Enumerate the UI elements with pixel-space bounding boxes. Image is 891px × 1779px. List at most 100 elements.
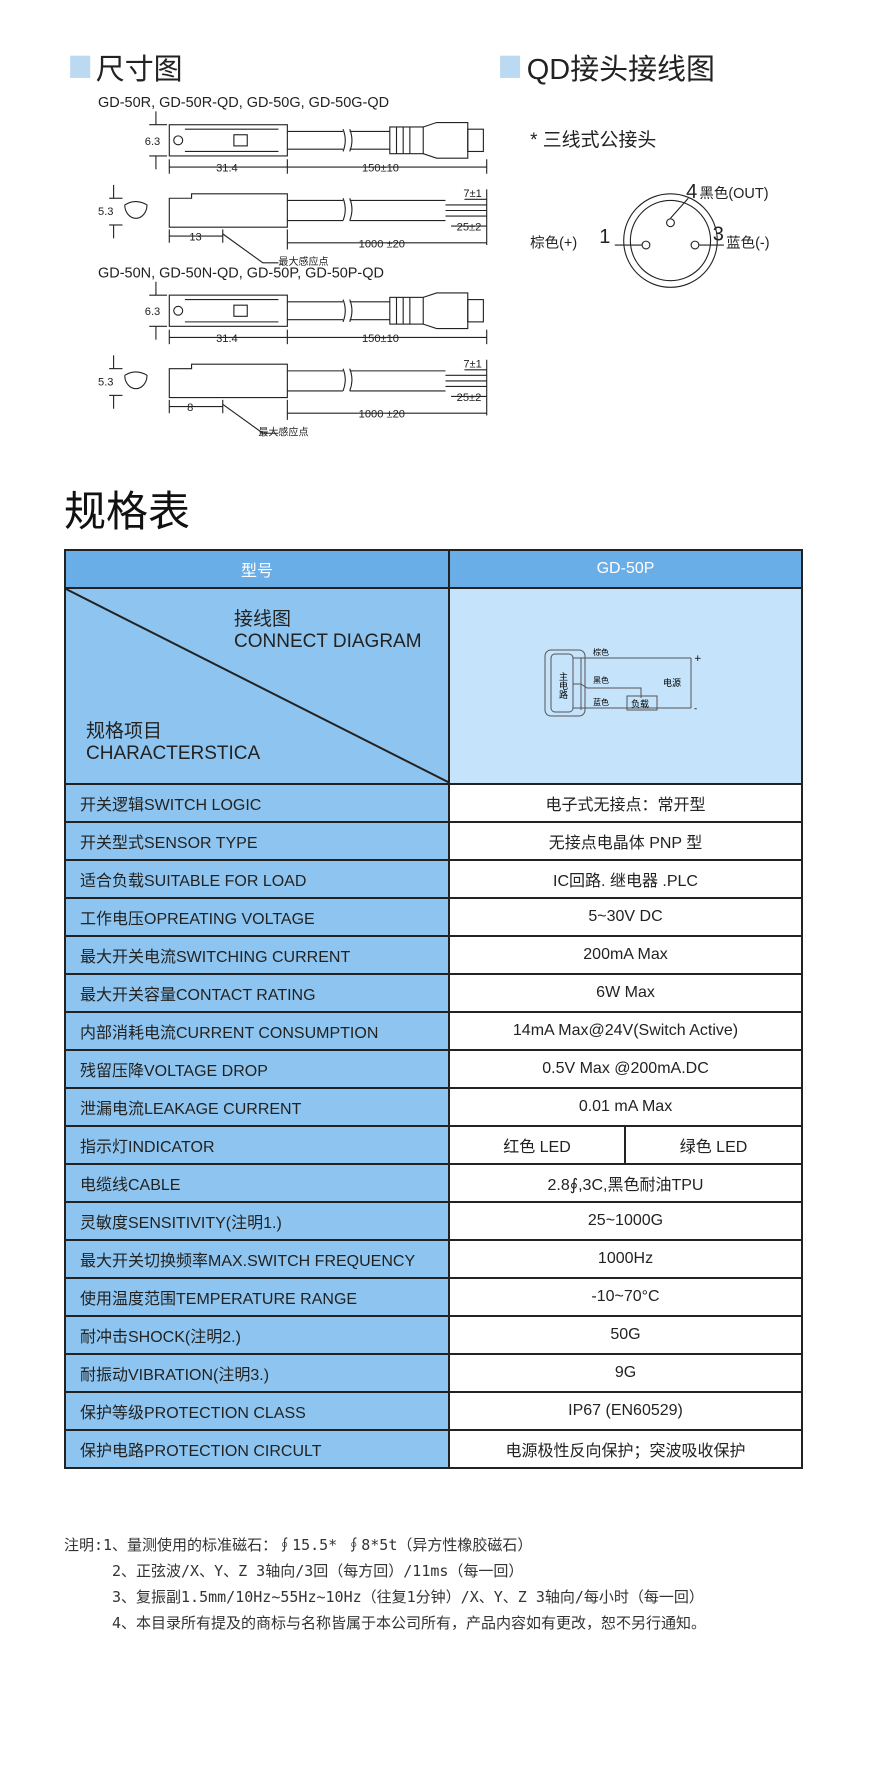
spec-label: 保护电路PROTECTION CIRCULT xyxy=(64,1429,450,1469)
diagram-label-cn: 接线图 xyxy=(234,609,292,630)
pin4-number: 4 xyxy=(686,181,697,203)
spec-value: 9G xyxy=(447,1353,804,1393)
spec-label: 使用温度范围TEMPERATURE RANGE xyxy=(64,1277,450,1317)
spec-value: 无接点电晶体 PNP 型 xyxy=(447,821,804,861)
spec-row: 保护等级PROTECTION CLASS IP67 (EN60529) xyxy=(64,1391,804,1431)
dim-wire: 25±2 xyxy=(457,222,482,234)
spec-value: IC回路. 继电器 .PLC xyxy=(447,859,804,899)
spec-row: 内部消耗电流CURRENT CONSUMPTION 14mA Max@24V(Sw… xyxy=(64,1011,804,1051)
pin3-number: 3 xyxy=(713,224,724,246)
spec-value: 5~30V DC xyxy=(447,897,804,937)
spec-row: 最大开关电流SWITCHING CURRENT 200mA Max xyxy=(64,935,804,975)
spec-row: 适合负载SUITABLE FOR LOAD IC回路. 继电器 .PLC xyxy=(64,859,804,899)
spec-value: 6W Max xyxy=(447,973,804,1013)
spec-row: 泄漏电流LEAKAGE CURRENT 0.01 mA Max xyxy=(64,1087,804,1127)
note-1: 注明:1、量测使用的标准磁石：∮15.5* ∮8*5t（异方性橡胶磁石） xyxy=(64,1536,533,1554)
spec-value: 绿色 LED xyxy=(623,1125,804,1165)
dim-cable: 1000 ±20 xyxy=(359,238,405,250)
spec-value: 14mA Max@24V(Switch Active) xyxy=(447,1011,804,1051)
note-4: 4、本目录所有提及的商标与名称皆属于本公司所有，产品内容如有更改，恕不另行通知。 xyxy=(112,1614,707,1632)
spec-label: 开关逻辑SWITCH LOGIC xyxy=(64,783,450,823)
section-marker xyxy=(70,55,91,78)
dim-body-length: 31.4 xyxy=(216,163,238,175)
section-marker xyxy=(500,55,521,78)
main-circuit-label: 主电路 xyxy=(557,670,568,699)
qd-title: QD接头接线图 xyxy=(527,54,715,86)
spec-row: 开关逻辑SWITCH LOGIC 电子式无接点：常开型 xyxy=(64,783,804,823)
dim-height: 6.3 xyxy=(145,136,160,148)
item-label-cn: 规格项目 xyxy=(86,721,163,742)
load-label: 负载 xyxy=(631,698,649,710)
spec-label: 开关型式SENSOR TYPE xyxy=(64,821,450,861)
spec-table: 型号 GD-50P 接线图 CONNECT DIAGRAM 规格项目 CHARA… xyxy=(64,549,804,1469)
spec-value: 25~1000G xyxy=(447,1201,804,1241)
diagram-row: 接线图 CONNECT DIAGRAM 规格项目 CHARACTERSTICA xyxy=(64,587,804,785)
spec-row: 使用温度范围TEMPERATURE RANGE -10~70°C xyxy=(64,1277,804,1317)
diagram-header-cell: 接线图 CONNECT DIAGRAM 规格项目 CHARACTERSTICA xyxy=(64,587,450,785)
sense-point-label: 最大感应点 xyxy=(278,255,328,268)
qd-connector-face xyxy=(614,193,724,288)
spec-row: 电缆线CABLE 2.8∮,3C,黑色耐油TPU xyxy=(64,1163,804,1203)
dim-side-height: 5.3 xyxy=(98,206,113,218)
dim-strip: 7±1 xyxy=(463,188,481,200)
spec-value: 电子式无接点：常开型 xyxy=(447,783,804,823)
sensor-top-view-1 xyxy=(109,111,488,264)
spec-label: 最大开关切换频率MAX.SWITCH FREQUENCY xyxy=(64,1239,450,1279)
spec-value: 0.01 mA Max xyxy=(447,1087,804,1127)
spec-row: 最大开关容量CONTACT RATING 6W Max xyxy=(64,973,804,1013)
sense-point-label: 最大感应点 xyxy=(258,425,308,438)
dim-body-length: 31.4 xyxy=(216,333,238,345)
spec-value: 50G xyxy=(447,1315,804,1355)
diagram-label-en: CONNECT DIAGRAM xyxy=(234,631,422,652)
models-group-1: GD-50R, GD-50R-QD, GD-50G, GD-50G-QD xyxy=(98,95,389,111)
spec-label: 保护等级PROTECTION CLASS xyxy=(64,1391,450,1431)
model-header: 型号 xyxy=(64,549,450,589)
spec-value: 200mA Max xyxy=(447,935,804,975)
power-label: 电源 xyxy=(663,677,681,689)
pin1-number: 1 xyxy=(599,226,610,248)
model-value: GD-50P xyxy=(447,549,804,589)
spec-row: 耐冲击SHOCK(注明2.) 50G xyxy=(64,1315,804,1355)
spec-value: 1000Hz xyxy=(447,1239,804,1279)
spec-value: 2.8∮,3C,黑色耐油TPU xyxy=(447,1163,804,1203)
qd-subtitle: * 三线式公接头 xyxy=(530,129,656,151)
spec-label: 耐振动VIBRATION(注明3.) xyxy=(64,1353,450,1393)
dim-sense: 13 xyxy=(189,232,201,244)
dim-sense: 8 xyxy=(187,402,193,414)
spec-row: 残留压降VOLTAGE DROP 0.5V Max @200mA.DC xyxy=(64,1049,804,1089)
dim-qd-cable: 150±10 xyxy=(362,333,399,345)
spec-value: 0.5V Max @200mA.DC xyxy=(447,1049,804,1089)
minus-label: - xyxy=(694,704,697,714)
connect-diagram-cell: 主电路 棕色 黑色 蓝色 负载 电源 + - xyxy=(447,587,804,785)
spec-value: 电源极性反向保护；突波吸收保护 xyxy=(447,1429,804,1469)
spec-label: 工作电压OPREATING VOLTAGE xyxy=(64,897,450,937)
spec-label: 泄漏电流LEAKAGE CURRENT xyxy=(64,1087,450,1127)
footnotes: 注明:1、量测使用的标准磁石：∮15.5* ∮8*5t（异方性橡胶磁石） 2、正… xyxy=(64,1532,706,1636)
spec-row: 耐振动VIBRATION(注明3.) 9G xyxy=(64,1353,804,1393)
dimension-drawings: 尺寸图 QD接头接线图 GD-50R, GD-50R-QD, GD-50G, G… xyxy=(70,54,770,438)
spec-label: 指示灯INDICATOR xyxy=(64,1125,450,1165)
pin3-label: 蓝色(-) xyxy=(726,234,769,251)
dim-qd-cable: 150±10 xyxy=(362,163,399,175)
spec-label: 灵敏度SENSITIVITY(注明1.) xyxy=(64,1201,450,1241)
dim-strip: 7±1 xyxy=(463,359,481,371)
wire-brown-label: 棕色 xyxy=(593,647,609,657)
diagonal-divider xyxy=(66,589,450,783)
dim-height: 6.3 xyxy=(145,306,160,318)
sensor-drawing-2 xyxy=(108,281,488,434)
wiring-diagram: 主电路 棕色 黑色 蓝色 负载 电源 + - xyxy=(544,647,701,716)
item-label-en: CHARACTERSTICA xyxy=(86,743,261,764)
spec-label: 最大开关电流SWITCHING CURRENT xyxy=(64,935,450,975)
wire-black-label: 黑色 xyxy=(593,675,609,685)
pin4-label: 黑色(OUT) xyxy=(699,185,768,202)
dim-wire: 25±2 xyxy=(457,392,482,404)
spec-row: 工作电压OPREATING VOLTAGE 5~30V DC xyxy=(64,897,804,937)
spec-label: 耐冲击SHOCK(注明2.) xyxy=(64,1315,450,1355)
spec-label: 适合负载SUITABLE FOR LOAD xyxy=(64,859,450,899)
note-2: 2、正弦波/X、Y、Z 3轴向/3回（每方回）/11ms（每一回） xyxy=(112,1562,524,1580)
models-group-2: GD-50N, GD-50N-QD, GD-50P, GD-50P-QD xyxy=(98,265,384,281)
dim-cable: 1000 ±20 xyxy=(359,409,405,421)
dimension-title: 尺寸图 xyxy=(96,54,183,86)
header-row: 型号 GD-50P xyxy=(64,549,804,589)
spec-value: -10~70°C xyxy=(447,1277,804,1317)
